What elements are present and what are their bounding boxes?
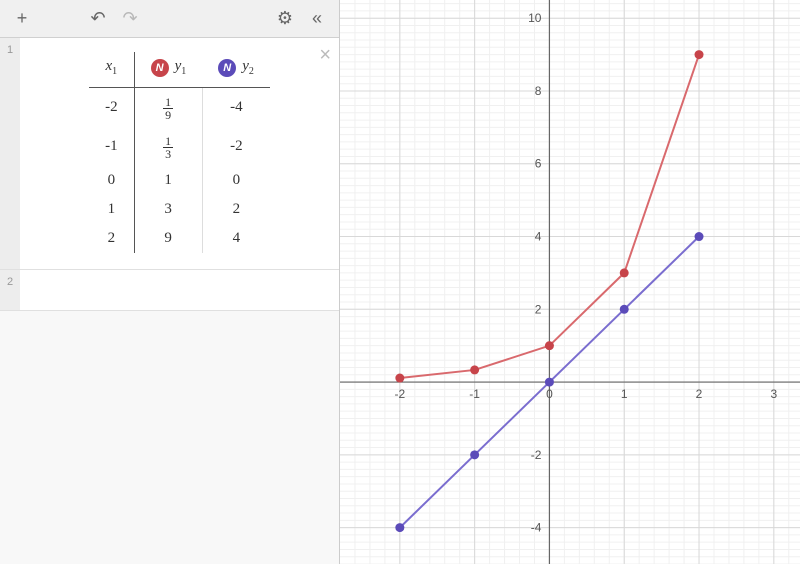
table-cell[interactable]: 0 (202, 166, 270, 195)
column-variable-label: y1 (175, 58, 187, 77)
table-cell[interactable]: 1 (134, 166, 202, 195)
x-tick-label: 3 (770, 387, 777, 401)
toolbar: + ↶ ↷ ⚙ « (0, 0, 339, 38)
table-cell[interactable]: 2 (89, 224, 134, 253)
column-variable-label: y2 (242, 58, 254, 77)
series-color-icon[interactable]: N (151, 59, 169, 77)
table-row[interactable]: 294 (89, 224, 270, 253)
table-cell[interactable]: 0 (89, 166, 134, 195)
close-icon[interactable]: × (319, 44, 331, 67)
table-cell[interactable]: 2 (202, 195, 270, 224)
table-row[interactable]: -113-2 (89, 127, 270, 166)
expression-index: 2 (0, 270, 20, 310)
x-tick-label: 2 (696, 387, 703, 401)
y-tick-label: -2 (531, 448, 542, 462)
series-point-y1[interactable] (470, 365, 479, 374)
table-cell[interactable]: -2 (202, 127, 270, 166)
table-cell[interactable]: 19 (134, 88, 202, 128)
undo-button[interactable]: ↶ (84, 5, 112, 33)
expression-body: × x1Ny1Ny2 -219-4-113-2010132294 (20, 38, 339, 269)
graph-panel[interactable]: -2 -1 0 1 2 3 -4 -2 2 4 6 8 10 (340, 0, 800, 564)
series-point-y2[interactable] (470, 450, 479, 459)
table-cell[interactable]: 1 (89, 195, 134, 224)
column-variable-label: x1 (105, 58, 117, 77)
y-tick-label: 6 (535, 157, 542, 171)
table-cell[interactable]: 4 (202, 224, 270, 253)
y-tick-label: 8 (535, 84, 542, 98)
series-color-icon[interactable]: N (218, 59, 236, 77)
expression-row[interactable]: 2 (0, 270, 339, 311)
collapse-button[interactable]: « (303, 5, 331, 33)
table-cell[interactable]: -4 (202, 88, 270, 128)
data-table[interactable]: x1Ny1Ny2 -219-4-113-2010132294 (89, 52, 270, 253)
table-row[interactable]: -219-4 (89, 88, 270, 128)
series-point-y1[interactable] (395, 374, 404, 383)
series-point-y2[interactable] (620, 305, 629, 314)
x-tick-label: 1 (621, 387, 628, 401)
table-cell[interactable]: 9 (134, 224, 202, 253)
x-tick-label: -1 (469, 387, 480, 401)
series-point-y2[interactable] (395, 523, 404, 532)
expression-index: 1 (0, 38, 20, 269)
table-cell[interactable]: 3 (134, 195, 202, 224)
chart-canvas[interactable]: -2 -1 0 1 2 3 -4 -2 2 4 6 8 10 (340, 0, 800, 564)
series-point-y2[interactable] (545, 378, 554, 387)
series-point-y1[interactable] (695, 50, 704, 59)
table-header-cell[interactable]: Ny1 (134, 52, 202, 88)
y-tick-label: 10 (528, 11, 542, 25)
expression-row[interactable]: 1 × x1Ny1Ny2 -219-4-113-2010132294 (0, 38, 339, 270)
expression-list: 1 × x1Ny1Ny2 -219-4-113-2010132294 2 (0, 38, 339, 564)
y-tick-label: 2 (535, 302, 542, 316)
add-button[interactable]: + (8, 5, 36, 33)
series-point-y1[interactable] (545, 341, 554, 350)
table-header-cell[interactable]: Ny2 (202, 52, 270, 88)
table-cell[interactable]: -2 (89, 88, 134, 128)
x-tick-label: 0 (546, 387, 553, 401)
redo-button[interactable]: ↷ (116, 5, 144, 33)
table-cell[interactable]: 13 (134, 127, 202, 166)
table-cell[interactable]: -1 (89, 127, 134, 166)
table-row[interactable]: 132 (89, 195, 270, 224)
y-tick-label: -4 (531, 521, 542, 535)
settings-button[interactable]: ⚙ (271, 5, 299, 33)
expression-body-empty[interactable] (20, 270, 339, 310)
series-point-y2[interactable] (695, 232, 704, 241)
x-tick-label: -2 (395, 387, 406, 401)
table-header-cell[interactable]: x1 (89, 52, 134, 88)
series-point-y1[interactable] (620, 268, 629, 277)
y-tick-label: 4 (535, 230, 542, 244)
table-row[interactable]: 010 (89, 166, 270, 195)
expression-panel: + ↶ ↷ ⚙ « 1 × x1Ny1Ny2 -219-4-113-201013… (0, 0, 340, 564)
